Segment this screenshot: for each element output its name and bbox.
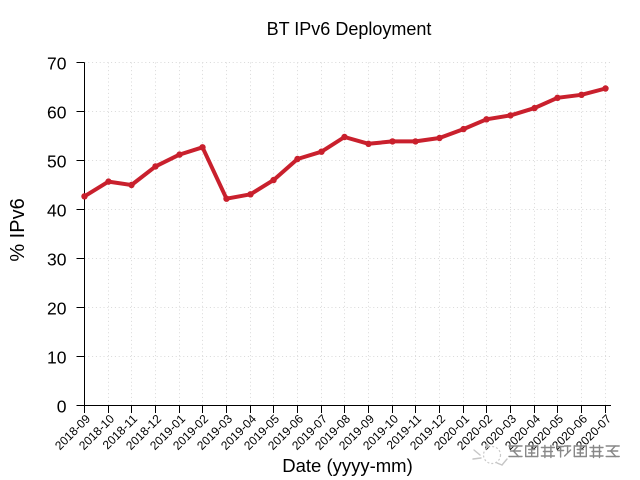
svg-text:0: 0 <box>57 396 67 416</box>
svg-text:60: 60 <box>47 102 67 122</box>
svg-text:30: 30 <box>47 249 67 269</box>
svg-text:70: 70 <box>47 53 67 73</box>
svg-text:BT IPv6 Deployment: BT IPv6 Deployment <box>267 19 432 39</box>
svg-text:50: 50 <box>47 151 67 171</box>
svg-text:40: 40 <box>47 200 67 220</box>
svg-text:Date (yyyy-mm): Date (yyyy-mm) <box>282 455 413 476</box>
svg-text:10: 10 <box>47 347 67 367</box>
svg-text:20: 20 <box>47 298 67 318</box>
svg-text:% IPv6: % IPv6 <box>7 198 29 261</box>
